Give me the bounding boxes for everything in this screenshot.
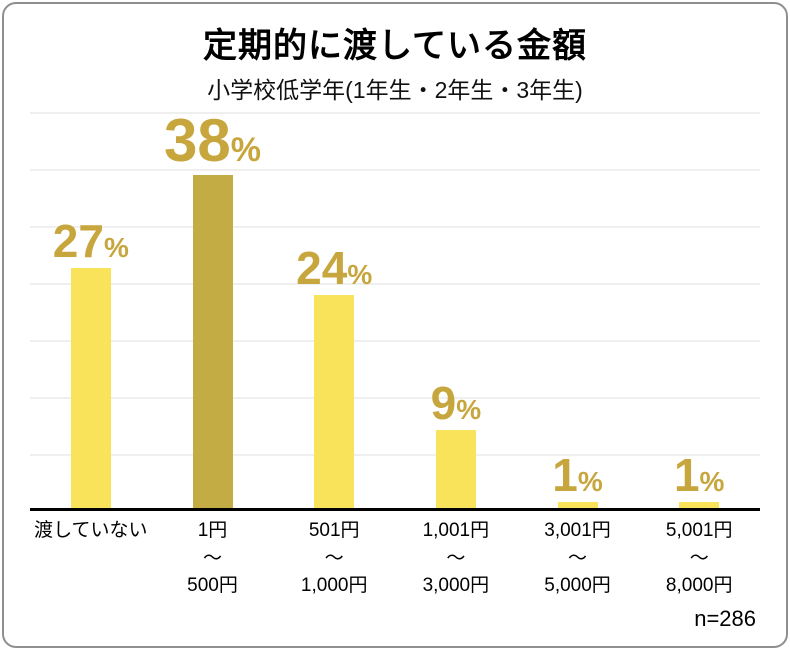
bar-value-label: 38%: [164, 107, 261, 174]
bar-group: 38%: [152, 111, 274, 511]
bar-value-label: 1%: [673, 449, 725, 501]
category-label: 1,001円〜 3,000円: [422, 520, 490, 597]
sample-size: n=286: [694, 606, 756, 631]
bar: [314, 295, 355, 511]
bar: [679, 502, 720, 511]
category-label: 3,001円〜 5,000円: [544, 520, 611, 597]
bar-group: 27%: [30, 111, 152, 511]
bar-value-label: 9%: [430, 377, 482, 429]
bar-group: 1%: [517, 111, 639, 511]
category-label: 5,001円〜 8,000円: [665, 520, 733, 597]
bar-value-label: 27%: [52, 215, 129, 267]
bar: [557, 502, 598, 511]
plot-area: 27% 38% 24% 9% 1% 1%: [30, 111, 760, 511]
bars-container: 27% 38% 24% 9% 1% 1%: [30, 111, 760, 511]
bar: [435, 430, 476, 511]
chart-title: 定期的に渡している金額: [203, 27, 587, 65]
bar-group: 24%: [273, 111, 395, 511]
x-axis-labels: 渡していない 1円〜 500円 501円〜 1,000円 1,001円〜 3,000円 3,0…: [30, 517, 760, 600]
chart-subtitle: 小学校低学年(1年生・2年生・3年生): [207, 77, 583, 103]
bar-group: 1%: [638, 111, 760, 511]
category-label: 1円〜 500円: [187, 520, 238, 597]
category-label: 渡していない: [34, 520, 148, 541]
bar: [192, 175, 233, 511]
bar-value-label: 1%: [552, 449, 603, 501]
x-axis-line: [30, 508, 760, 511]
bar-value-label: 24%: [296, 242, 373, 294]
bar-group: 9%: [395, 111, 517, 511]
bar: [70, 268, 111, 511]
category-label: 501円〜 1,000円: [300, 520, 368, 597]
